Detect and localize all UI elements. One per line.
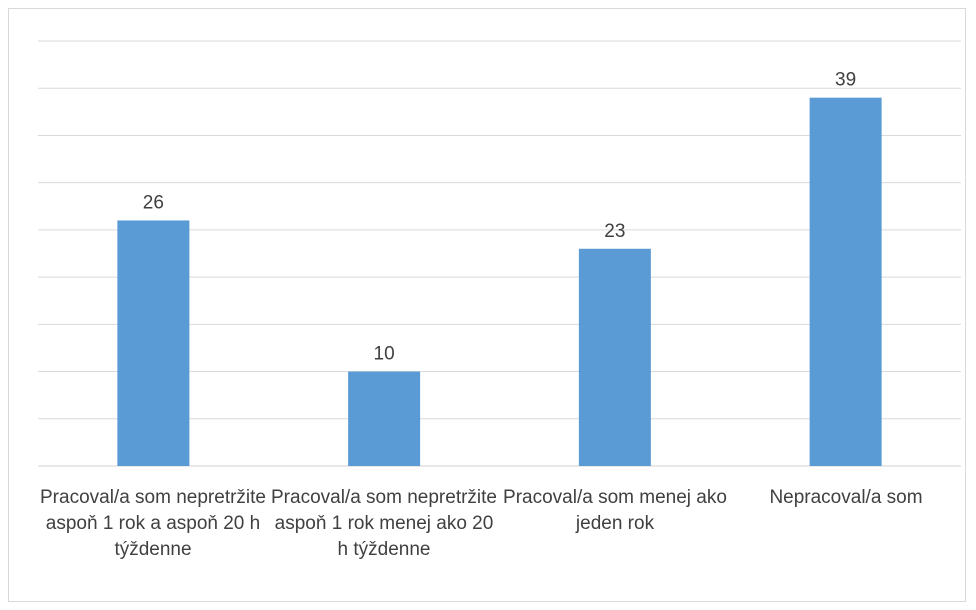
bar-1 — [117, 220, 190, 466]
gridlines — [38, 40, 961, 467]
data-label-1: 26 — [143, 192, 164, 213]
bar-3 — [578, 248, 651, 466]
bars — [117, 97, 882, 467]
category-label-4: Nepracoval/a som — [769, 487, 923, 508]
data-label-2: 10 — [374, 344, 395, 365]
bar-2 — [348, 371, 421, 466]
data-label-4: 39 — [835, 70, 856, 91]
category-label-2: Pracoval/a som nepretržite aspoň 1 rok m… — [271, 487, 497, 560]
data-labels: 26 10 23 39 — [143, 70, 856, 365]
data-label-3: 23 — [604, 221, 625, 242]
category-label-1: Pracoval/a som nepretržite aspoň 1 rok a… — [40, 487, 266, 560]
bar-4 — [809, 97, 882, 467]
category-label-3: Pracoval/a som menej ako jeden rok — [503, 487, 727, 534]
